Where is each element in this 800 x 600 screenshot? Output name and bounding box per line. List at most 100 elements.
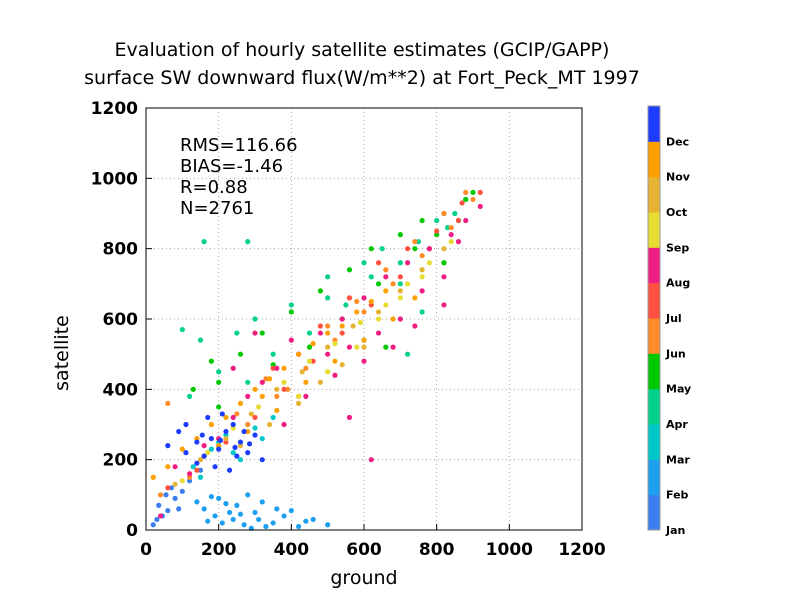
scatter-point-nov <box>274 407 280 414</box>
scatter-point-oct <box>299 369 305 375</box>
colorbar-label-nov: Nov <box>666 171 691 184</box>
month-colorbar: Jan Feb Mar Apr May Jun Jul Aug Sep Oct Nov Dec <box>647 105 691 537</box>
scatter-point-dec <box>176 428 182 435</box>
scatter-point-nov <box>296 351 302 357</box>
scatter-point-apr <box>234 330 240 336</box>
scatter-point-feb <box>310 516 316 523</box>
scatter-point-jun <box>412 239 418 245</box>
colorbar-label-mar: Mar <box>666 453 690 466</box>
scatter-point-aug <box>383 274 389 280</box>
scatter-point-aug <box>252 330 258 336</box>
scatter-point-may <box>216 404 222 410</box>
scatter-point-aug <box>187 471 193 477</box>
scatter-point-dec <box>252 432 258 438</box>
scatter-point-jul <box>252 414 258 421</box>
scatter-point-nov <box>361 337 367 343</box>
scatter-point-aug <box>477 203 483 210</box>
scatter-point-apr <box>434 217 440 224</box>
scatter-point-nov <box>339 323 345 329</box>
x-tick-label: 200 <box>201 540 237 560</box>
scatter-point-aug <box>397 316 403 322</box>
scatter-point-aug <box>361 358 367 364</box>
scatter-point-aug <box>274 365 280 371</box>
scatter-point-jan <box>154 516 160 523</box>
scatter-point-jun <box>325 323 331 329</box>
scatter-point-jun <box>441 210 447 217</box>
scatter-point-sep <box>375 316 382 322</box>
scatter-point-aug <box>463 217 469 224</box>
scatter-point-nov <box>412 295 418 301</box>
scatter-point-may <box>397 232 403 238</box>
scatter-point-mar <box>190 464 196 470</box>
scatter-point-sep <box>332 341 338 347</box>
scatter-point-sep <box>179 478 185 484</box>
scatter-point-dec <box>194 439 200 445</box>
scatter-point-sep <box>354 344 360 350</box>
scatter-point-aug <box>325 351 331 357</box>
scatter-point-feb <box>208 493 214 500</box>
scatter-point-jun <box>390 281 396 287</box>
scatter-point-dec <box>234 453 240 459</box>
scatter-point-sep <box>448 239 454 245</box>
scatter-point-may <box>375 281 382 287</box>
scatter-point-jul <box>397 274 403 280</box>
scatter-point-apr <box>415 239 422 245</box>
scatter-point-jun <box>354 298 360 305</box>
stat-bias: BIAS=-1.46 <box>180 156 283 177</box>
scatter-point-jul <box>165 485 171 491</box>
y-tick-label: 800 <box>103 240 139 260</box>
scatter-point-mar <box>197 474 204 480</box>
scatter-point-aug <box>281 421 287 428</box>
scatter-point-may <box>419 217 425 224</box>
scatter-point-may <box>346 267 353 273</box>
scatter-point-oct <box>197 457 204 463</box>
scatter-point-jun <box>470 196 476 203</box>
scatter-point-feb <box>252 509 258 516</box>
scatter-point-feb <box>223 501 229 507</box>
scatter-point-aug <box>230 414 236 421</box>
x-tick-label: 1200 <box>558 540 605 560</box>
scatter-point-jul <box>317 323 323 329</box>
scatter-point-jun <box>285 386 291 392</box>
x-axis-label: ground <box>330 567 397 589</box>
scatter-point-nov <box>332 358 338 364</box>
scatter-point-jul <box>375 260 382 266</box>
scatter-point-jan <box>150 522 156 528</box>
scatter-point-aug <box>426 246 432 252</box>
scatter-point-sep <box>306 358 313 364</box>
scatter-point-feb <box>274 506 280 512</box>
scatter-point-apr <box>343 302 349 308</box>
scatter-point-jul <box>455 217 462 224</box>
scatter-point-mar <box>208 446 214 452</box>
scatter-point-apr <box>361 260 367 266</box>
scatter-point-dec <box>212 464 218 470</box>
scatter-point-jul <box>346 295 353 301</box>
stat-r: R=0.88 <box>180 177 248 198</box>
scatter-point-sep <box>419 274 425 280</box>
scatter-point-jul <box>477 189 483 195</box>
scatter-point-dec <box>201 453 207 459</box>
y-tick-label: 400 <box>103 380 139 400</box>
scatter-point-jun <box>448 224 454 231</box>
scatter-point-feb <box>245 492 251 498</box>
scatter-point-sep <box>405 281 411 287</box>
scatter-point-jul <box>194 467 200 473</box>
scatter-point-jun <box>245 421 251 428</box>
scatter-point-sep <box>383 302 389 308</box>
scatter-point-feb <box>281 513 287 519</box>
scatter-point-feb <box>303 518 309 524</box>
stat-rms: RMS=116.66 <box>180 135 298 156</box>
scatter-point-nov <box>237 400 244 406</box>
scatter-point-may <box>412 246 418 252</box>
scatter-point-sep <box>325 369 331 375</box>
scatter-point-feb <box>201 506 207 512</box>
scatter-point-nov <box>179 446 185 452</box>
scatter-point-feb <box>237 511 244 517</box>
scatter-point-mar <box>259 435 265 442</box>
scatter-point-aug <box>317 330 323 336</box>
scatter-point-apr <box>201 239 207 245</box>
y-tick-label: 1000 <box>91 169 138 189</box>
scatter-point-feb <box>230 516 236 523</box>
x-tick-label: 600 <box>346 540 382 560</box>
scatter-point-feb <box>241 522 247 528</box>
